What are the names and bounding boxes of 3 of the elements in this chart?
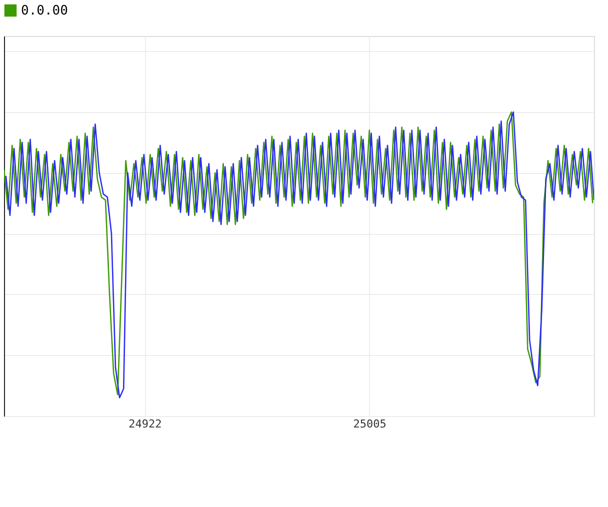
legend-label: 0.0.00 — [21, 4, 68, 18]
x-tick-label: 25005 — [353, 418, 386, 430]
x-tick-label: 24922 — [128, 418, 162, 430]
